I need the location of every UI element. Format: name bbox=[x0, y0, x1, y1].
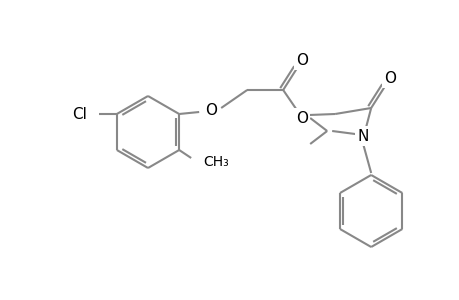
Text: O: O bbox=[383, 70, 395, 86]
Text: N: N bbox=[357, 128, 368, 143]
Text: O: O bbox=[205, 103, 217, 118]
Text: O: O bbox=[296, 52, 308, 68]
Text: Cl: Cl bbox=[72, 106, 87, 122]
Text: O: O bbox=[296, 110, 308, 125]
Text: CH₃: CH₃ bbox=[203, 155, 229, 169]
